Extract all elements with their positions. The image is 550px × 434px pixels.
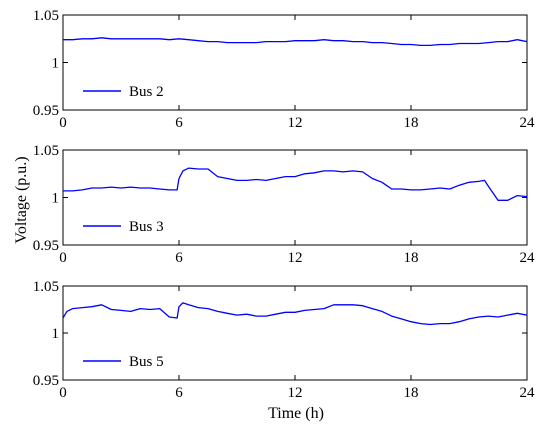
legend-label: Bus 5 xyxy=(129,354,164,370)
y-tick-label: 1.05 xyxy=(33,279,59,295)
y-axis-title: Voltage (p.u.) xyxy=(13,156,30,243)
y-tick-label: 1.05 xyxy=(33,143,59,159)
legend-label: Bus 3 xyxy=(129,219,164,235)
x-tick-label: 24 xyxy=(520,385,536,401)
x-tick-label: 6 xyxy=(175,250,183,266)
series-line-bus-5 xyxy=(62,302,528,326)
y-tick-label: 1 xyxy=(52,56,60,72)
chart-panel-1: 0 6 12 18 24 0.95 1 1.05 Bus 2 xyxy=(33,8,535,131)
series-line-bus-2 xyxy=(63,37,528,47)
y-tick-label: 0.95 xyxy=(33,103,59,119)
x-tick-label: 6 xyxy=(175,115,183,131)
x-tick-label: 12 xyxy=(288,385,303,401)
x-tick-label: 24 xyxy=(520,250,536,266)
x-axis-title: Time (h) xyxy=(268,405,324,422)
legend-label: Bus 2 xyxy=(129,84,164,100)
chart-panel-2: 0 6 12 18 24 0.95 1 1.05 Bus 3 xyxy=(33,143,535,266)
y-tick-label: 0.95 xyxy=(33,238,59,254)
series-line-bus-3 xyxy=(63,167,528,201)
x-tick-label: 12 xyxy=(288,250,303,266)
x-tick-label: 6 xyxy=(175,385,183,401)
x-tick-label: 0 xyxy=(59,385,67,401)
x-tick-label: 0 xyxy=(59,115,67,131)
y-tick-label: 0.95 xyxy=(33,373,59,389)
x-tick-label: 18 xyxy=(404,385,419,401)
x-tick-label: 18 xyxy=(404,115,419,131)
x-tick-label: 12 xyxy=(288,115,303,131)
x-tick-label: 0 xyxy=(59,250,67,266)
y-tick-label: 1 xyxy=(52,191,60,207)
y-tick-label: 1.05 xyxy=(33,8,59,24)
x-tick-label: 24 xyxy=(520,115,536,131)
x-tick-label: 18 xyxy=(404,250,419,266)
y-tick-label: 1 xyxy=(52,326,60,342)
chart-panel-3: 0 6 12 18 24 0.95 1 1.05 Bus 5 xyxy=(33,279,535,401)
